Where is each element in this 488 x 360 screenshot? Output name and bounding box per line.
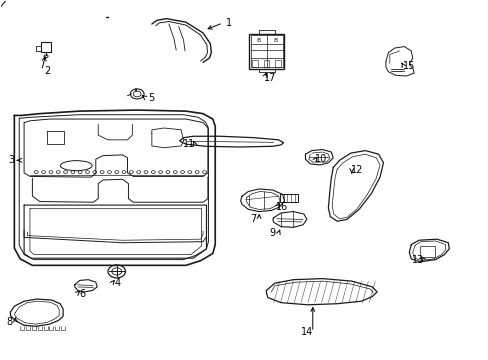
Bar <box>41 41 51 52</box>
Text: 7: 7 <box>250 214 256 224</box>
Text: 9: 9 <box>269 228 275 238</box>
Text: 6: 6 <box>80 289 85 299</box>
Bar <box>251 60 257 67</box>
Text: 8: 8 <box>6 317 13 327</box>
Text: 14: 14 <box>300 327 312 337</box>
Text: 4: 4 <box>114 278 121 288</box>
Bar <box>419 246 434 257</box>
Text: 3: 3 <box>8 155 15 165</box>
Text: 16: 16 <box>276 202 288 212</box>
Text: 5: 5 <box>147 93 154 103</box>
Bar <box>275 60 281 67</box>
Bar <box>251 35 282 67</box>
Text: 15: 15 <box>402 61 415 71</box>
Bar <box>263 60 269 67</box>
Text: B: B <box>256 38 260 42</box>
Text: 11: 11 <box>183 139 195 149</box>
Text: 12: 12 <box>351 165 363 175</box>
Text: 13: 13 <box>410 255 423 265</box>
Bar <box>249 34 284 69</box>
Text: B: B <box>273 38 277 42</box>
Bar <box>279 194 298 202</box>
Text: 17: 17 <box>264 73 276 83</box>
Text: 1: 1 <box>225 18 231 28</box>
Text: 10: 10 <box>315 154 327 164</box>
Text: 2: 2 <box>44 66 51 76</box>
